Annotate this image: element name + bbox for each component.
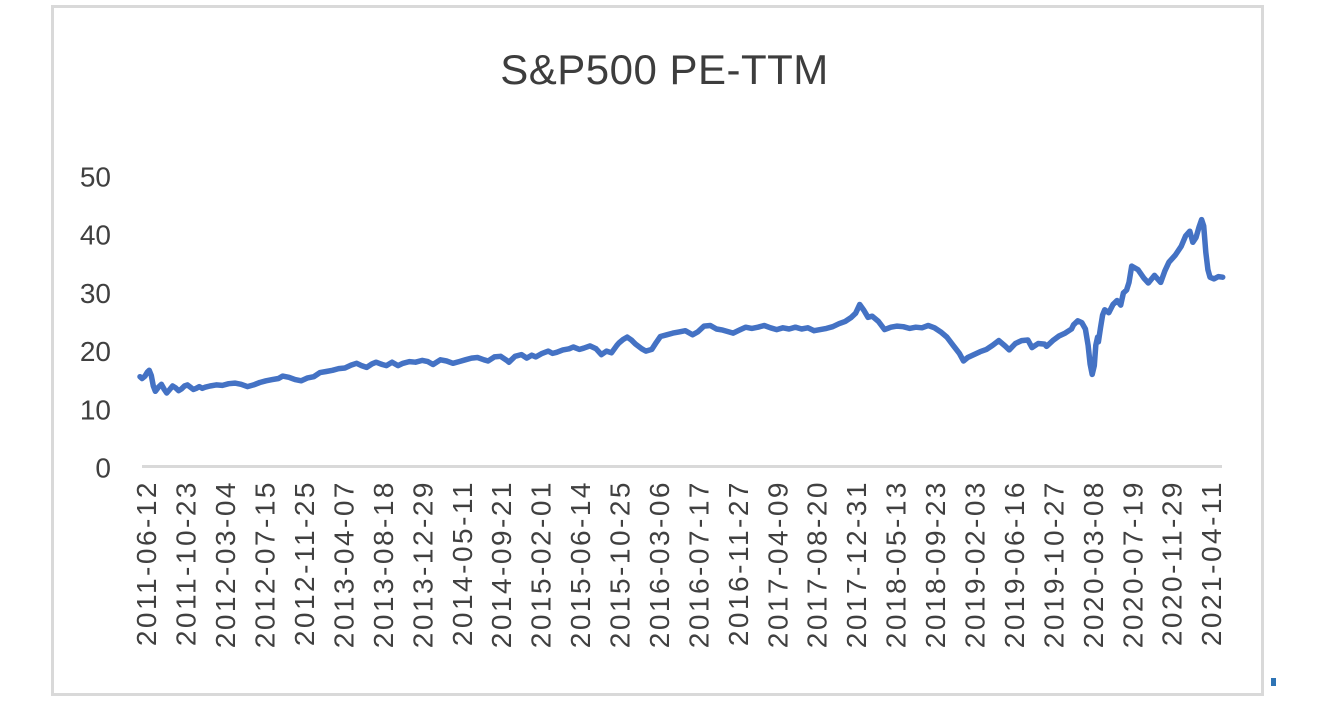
x-tick-label: 2019-10-27	[1038, 480, 1069, 648]
x-tick-label: 2015-02-01	[526, 480, 557, 648]
y-tick-label: 50	[80, 162, 111, 193]
x-tick-label: 2019-02-03	[960, 480, 991, 648]
x-tick-label: 2016-07-17	[683, 480, 714, 648]
x-tick-label: 2013-12-29	[407, 480, 438, 648]
x-tick-label: 2014-05-11	[447, 480, 478, 646]
x-tick-label: 2019-06-16	[999, 480, 1030, 648]
y-tick-label: 0	[95, 453, 111, 484]
x-tick-label: 2017-04-09	[762, 480, 793, 648]
x-tick-label: 2020-03-08	[1078, 480, 1109, 648]
x-tick-label: 2016-03-06	[644, 480, 675, 648]
x-tick-label: 2017-08-20	[802, 480, 833, 648]
x-tick-label: 2020-11-29	[1157, 480, 1188, 646]
y-tick-label: 20	[80, 336, 111, 367]
x-tick-label: 2018-09-23	[920, 480, 951, 648]
x-tick-label: 2018-05-13	[881, 480, 912, 648]
x-tick-label: 2015-06-14	[565, 480, 596, 648]
x-tick-label: 2021-04-11	[1196, 480, 1227, 646]
chart-title: S&P500 PE-TTM	[500, 46, 829, 93]
x-tick-label: 2013-08-18	[368, 480, 399, 648]
x-tick-label: 2012-11-25	[289, 480, 320, 646]
y-tick-label: 40	[80, 220, 111, 251]
x-tick-label: 2011-10-23	[171, 480, 202, 646]
pe-ttm-line	[137, 216, 1226, 396]
x-tick-label: 2015-10-25	[605, 480, 636, 648]
x-tick-label: 2012-07-15	[250, 480, 281, 648]
y-tick-label: 10	[80, 394, 111, 425]
x-tick-label: 2017-12-31	[841, 480, 872, 648]
y-tick-label: 30	[80, 278, 111, 309]
x-tick-label: 2011-06-12	[131, 480, 162, 646]
chart-frame	[51, 5, 1264, 696]
x-tick-label: 2012-03-04	[210, 480, 241, 648]
x-tick-label: 2020-07-19	[1117, 480, 1148, 648]
x-tick-label: 2016-11-27	[723, 480, 754, 646]
x-tick-label: 2013-04-07	[328, 480, 359, 648]
stray-blue-mark	[1271, 678, 1276, 686]
x-tick-label: 2014-09-21	[486, 480, 517, 648]
